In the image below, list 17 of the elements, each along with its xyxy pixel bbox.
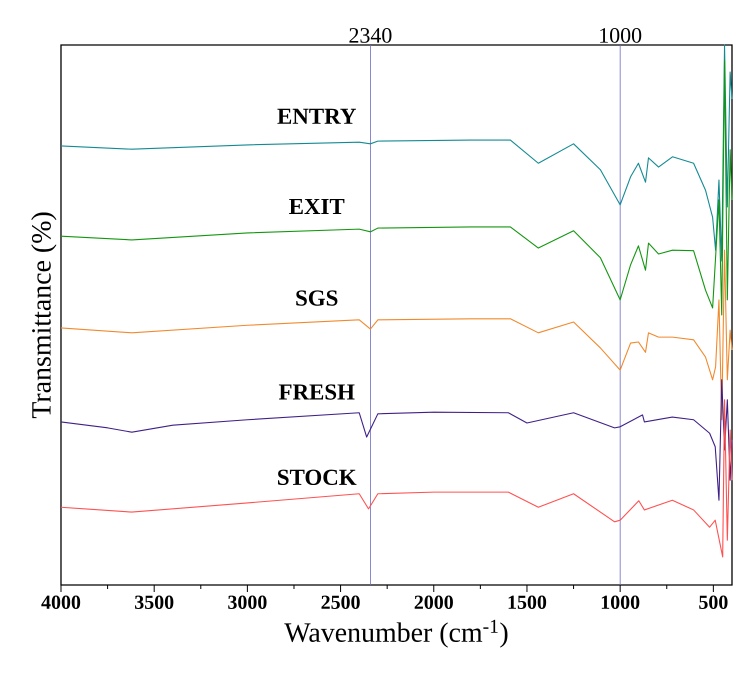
x-axis-title: Wavenumber (cm$^{-1}$) bbox=[284, 620, 508, 648]
x-tick-label: 4000 bbox=[41, 596, 80, 609]
x-tick-label: 1500 bbox=[508, 596, 546, 609]
x-tick-label: 500 bbox=[699, 596, 728, 609]
series-label: SGS bbox=[296, 290, 338, 306]
ref-line-label: 2340 bbox=[349, 28, 392, 43]
series-label: ENTRY bbox=[277, 108, 356, 124]
x-tick-label: 1000 bbox=[602, 596, 640, 609]
x-tick-label: 2000 bbox=[414, 596, 453, 609]
series-label: EXIT bbox=[289, 198, 344, 214]
series-label: FRESH bbox=[278, 384, 355, 400]
x-tick-label: 3000 bbox=[228, 596, 267, 609]
ref-line-label: 1000 bbox=[600, 28, 642, 43]
x-tick-label: 3500 bbox=[135, 596, 174, 609]
y-axis-title: Transmittance (%) bbox=[31, 212, 56, 418]
x-tick-label: 2500 bbox=[321, 596, 360, 609]
series-label: STOCK bbox=[278, 470, 356, 486]
